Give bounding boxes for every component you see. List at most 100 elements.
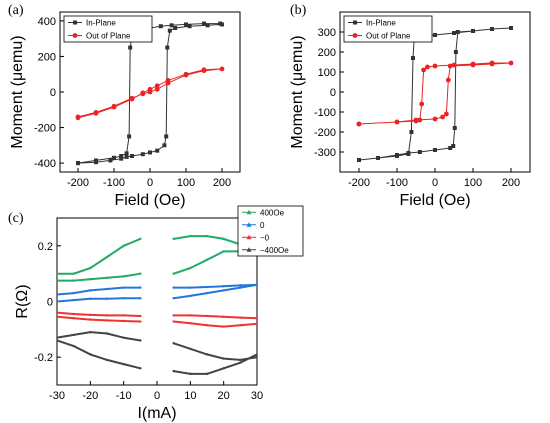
data-point <box>89 330 92 334</box>
y-tick-label: -200 <box>314 127 336 139</box>
data-point <box>89 266 92 270</box>
data-point <box>72 298 75 302</box>
data-point <box>239 323 242 327</box>
data-point <box>189 266 192 270</box>
data-point <box>509 26 513 30</box>
data-point <box>239 284 242 287</box>
y-tick-label: -0.2 <box>34 352 53 364</box>
legend-marker <box>246 222 252 227</box>
legend-marker <box>353 20 357 25</box>
data-point <box>452 31 456 35</box>
series-line <box>57 331 141 342</box>
data-point <box>57 300 59 303</box>
data-point <box>119 156 124 161</box>
panel-c: (c) -30 -20 -10 0 10 20 30 -0.2 0 0.2 I(mA) R(Ω) 400O… <box>8 205 304 422</box>
x-tick-label: -20 <box>82 390 98 402</box>
data-point <box>447 63 453 69</box>
data-point <box>105 297 109 300</box>
data-point <box>451 144 456 148</box>
data-point <box>57 311 59 314</box>
x-tick-label: -30 <box>49 390 65 402</box>
series-line <box>57 272 141 282</box>
data-point <box>394 119 400 125</box>
legend-label: −0 <box>260 233 270 242</box>
series-line <box>57 311 141 317</box>
data-point <box>205 323 209 327</box>
data-point <box>205 258 209 261</box>
panel-label: (a) <box>8 3 24 18</box>
y-tick-label: 400 <box>38 16 56 28</box>
data-point <box>189 372 192 376</box>
y-tick-label: 200 <box>38 51 56 63</box>
data-point <box>122 319 125 323</box>
data-point <box>490 27 494 31</box>
data-point <box>419 101 425 107</box>
data-point <box>452 126 457 130</box>
data-point <box>220 22 224 27</box>
data-point <box>72 291 75 295</box>
data-point <box>470 62 476 68</box>
data-point <box>89 313 92 317</box>
plot-frame <box>56 217 258 386</box>
x-axis-title: Field (Oe) <box>114 192 185 209</box>
data-point <box>189 347 192 351</box>
data-point <box>444 111 449 117</box>
data-point <box>205 314 209 318</box>
data-point <box>205 353 209 356</box>
data-point <box>173 26 178 30</box>
legend-label: Out of Plane <box>366 32 411 41</box>
data-point <box>409 130 414 134</box>
data-point <box>57 293 59 296</box>
data-point <box>111 104 117 110</box>
data-point <box>57 279 59 282</box>
data-point <box>222 367 225 370</box>
y-tick-label: 100 <box>318 67 336 79</box>
data-point <box>222 357 225 360</box>
data-point <box>105 314 109 317</box>
data-point <box>72 317 75 320</box>
x-tick-label: 10 <box>184 390 196 402</box>
series-line <box>173 283 257 289</box>
x-axis-title: Field (Oe) <box>399 192 470 209</box>
y-tick-label: -400 <box>34 158 56 170</box>
data-point <box>417 117 423 123</box>
data-point <box>189 286 192 289</box>
legend-label: 0 <box>260 221 265 230</box>
data-point <box>445 77 451 83</box>
data-point <box>89 318 92 321</box>
legend-label: Out of Plane <box>86 32 131 41</box>
series-layer <box>356 26 514 162</box>
data-point <box>172 369 175 373</box>
data-point <box>255 317 257 320</box>
data-point <box>165 78 171 83</box>
data-point <box>255 283 257 286</box>
data-point <box>189 234 192 238</box>
data-point <box>128 45 133 50</box>
data-point <box>413 117 419 123</box>
data-point <box>105 319 109 322</box>
y-tick-label: 0 <box>330 87 336 99</box>
legend-box <box>343 15 433 43</box>
data-point <box>139 237 142 241</box>
y-axis-title: Moment (μemu) <box>289 35 306 148</box>
data-point <box>119 154 124 158</box>
data-point <box>72 344 75 348</box>
data-point <box>162 143 167 148</box>
data-point <box>57 272 59 275</box>
data-point <box>105 358 109 362</box>
panel-label: (b) <box>290 3 307 18</box>
x-tick-label: 200 <box>502 177 520 189</box>
x-tick-label: -100 <box>386 177 408 189</box>
series-line <box>57 315 141 323</box>
x-tick-label: -100 <box>103 177 125 189</box>
data-point <box>172 342 175 345</box>
data-point <box>139 339 142 342</box>
data-point <box>172 320 175 323</box>
legend-marker <box>246 247 252 252</box>
y-tick-label: 200 <box>318 47 336 59</box>
x-tick-label: -200 <box>348 177 370 189</box>
data-point <box>222 237 225 241</box>
data-point <box>508 60 514 66</box>
data-point <box>155 148 160 153</box>
series-line <box>57 237 141 275</box>
